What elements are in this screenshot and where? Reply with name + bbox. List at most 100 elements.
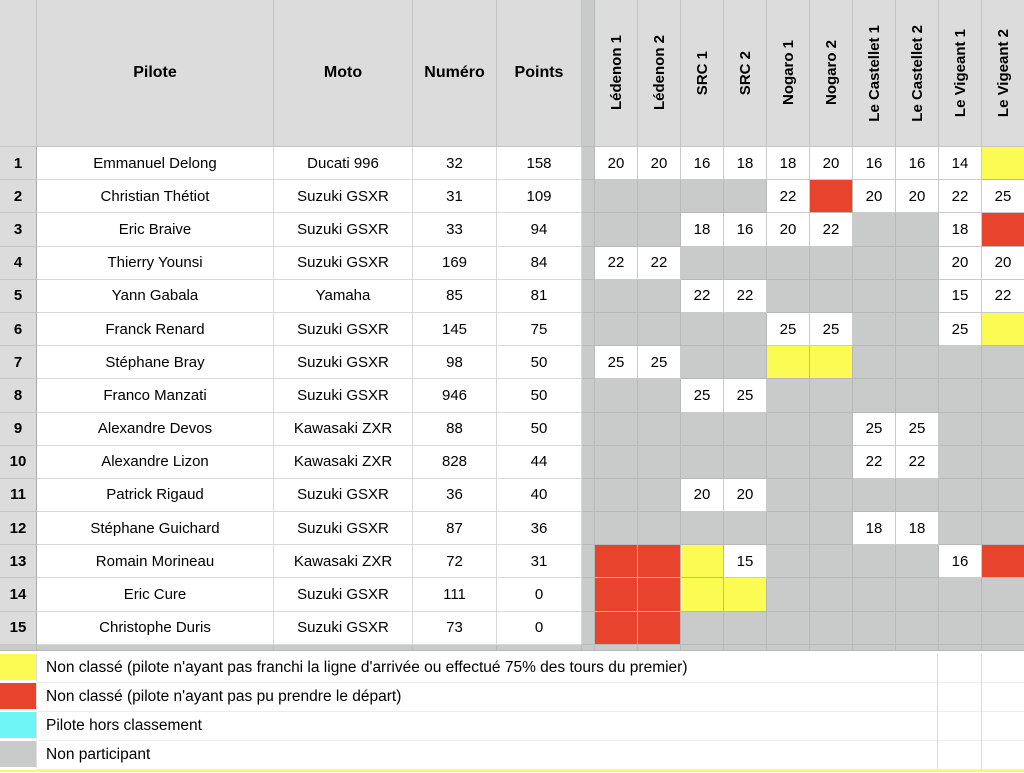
race-result-cell-non-participant[interactable]	[896, 379, 939, 413]
moto-cell[interactable]: Kawasaki ZXR	[274, 545, 413, 579]
points-cell[interactable]: 109	[497, 180, 582, 214]
points-cell[interactable]: 94	[497, 213, 582, 247]
race-column-header-1[interactable]: Lédenon 1	[595, 0, 638, 147]
points-cell[interactable]: 0	[497, 611, 582, 645]
moto-cell[interactable]: Suzuki GSXR	[274, 578, 413, 612]
points-cell[interactable]: 50	[497, 346, 582, 380]
rank-cell[interactable]: 14	[0, 578, 37, 612]
race-result-cell-non-participant[interactable]	[810, 578, 853, 612]
pilote-cell[interactable]: Emmanuel Delong	[37, 147, 274, 181]
race-result-cell-dns[interactable]	[638, 578, 681, 612]
race-result-cell-dns[interactable]	[638, 611, 681, 645]
legend-swatch-hors-classement[interactable]	[0, 711, 37, 741]
race-result-cell-non-participant[interactable]	[681, 180, 724, 214]
race-result-cell-non-participant[interactable]	[982, 512, 1024, 546]
numero-cell[interactable]: 85	[413, 279, 497, 313]
race-result-cell-non-participant[interactable]	[724, 412, 767, 446]
race-result-cell-non-participant[interactable]	[853, 312, 896, 347]
race-result-cell[interactable]: 22	[810, 213, 853, 247]
legend-label-non-participant[interactable]: Non participant	[37, 740, 938, 770]
race-result-cell-non-participant[interactable]	[810, 412, 853, 446]
race-result-cell[interactable]: 20	[767, 213, 810, 247]
race-result-cell-non-participant[interactable]	[896, 478, 939, 513]
race-result-cell-non-participant[interactable]	[638, 379, 681, 413]
race-result-cell-non-participant[interactable]	[595, 180, 638, 214]
pilote-cell[interactable]: Yann Gabala	[37, 279, 274, 313]
race-result-cell[interactable]: 18	[939, 213, 982, 247]
rank-cell[interactable]: 12	[0, 512, 37, 546]
race-result-cell-non-participant[interactable]	[853, 246, 896, 280]
race-result-cell[interactable]: 22	[939, 180, 982, 214]
race-result-cell[interactable]: 22	[681, 279, 724, 313]
race-column-header-4[interactable]: SRC 2	[724, 0, 767, 147]
race-result-cell-non-participant[interactable]	[810, 246, 853, 280]
race-result-cell-non-participant[interactable]	[767, 445, 810, 479]
points-cell[interactable]: 50	[497, 379, 582, 413]
race-result-cell-dnf[interactable]	[810, 346, 853, 380]
race-result-cell-non-participant[interactable]	[982, 412, 1024, 446]
race-result-cell[interactable]: 16	[724, 213, 767, 247]
race-result-cell-non-participant[interactable]	[638, 478, 681, 513]
numero-cell[interactable]: 31	[413, 180, 497, 214]
race-result-cell[interactable]: 18	[853, 512, 896, 546]
race-result-cell-non-participant[interactable]	[982, 478, 1024, 513]
rank-cell[interactable]: 4	[0, 246, 37, 280]
race-result-cell[interactable]: 25	[939, 312, 982, 347]
moto-cell[interactable]: Kawasaki ZXR	[274, 445, 413, 479]
pilote-cell[interactable]: Thierry Younsi	[37, 246, 274, 280]
race-result-cell-non-participant[interactable]	[638, 180, 681, 214]
race-result-cell[interactable]: 25	[982, 180, 1024, 214]
race-result-cell-non-participant[interactable]	[939, 346, 982, 380]
rank-cell[interactable]: 10	[0, 445, 37, 479]
race-result-cell-non-participant[interactable]	[595, 379, 638, 413]
rank-cell[interactable]: 11	[0, 478, 37, 513]
race-result-cell-dnf[interactable]	[982, 312, 1024, 347]
race-result-cell-non-participant[interactable]	[767, 512, 810, 546]
race-result-cell-non-participant[interactable]	[982, 611, 1024, 645]
race-result-cell-non-participant[interactable]	[595, 512, 638, 546]
race-result-cell-non-participant[interactable]	[810, 279, 853, 313]
race-result-cell[interactable]: 22	[982, 279, 1024, 313]
points-cell[interactable]: 0	[497, 578, 582, 612]
pilote-cell[interactable]: Patrick Rigaud	[37, 478, 274, 513]
race-result-cell-non-participant[interactable]	[853, 346, 896, 380]
race-result-cell-non-participant[interactable]	[853, 611, 896, 645]
pilote-cell[interactable]: Stéphane Bray	[37, 346, 274, 380]
race-result-cell[interactable]: 22	[595, 246, 638, 280]
race-result-cell[interactable]: 25	[853, 412, 896, 446]
race-column-header-7[interactable]: Le Castellet 1	[853, 0, 896, 147]
race-result-cell-dnf[interactable]	[681, 545, 724, 579]
numero-cell[interactable]: 98	[413, 346, 497, 380]
race-result-cell-non-participant[interactable]	[896, 578, 939, 612]
column-header-numero[interactable]: Numéro	[413, 0, 497, 147]
moto-cell[interactable]: Yamaha	[274, 279, 413, 313]
race-result-cell-dns[interactable]	[595, 611, 638, 645]
points-cell[interactable]: 75	[497, 312, 582, 347]
moto-cell[interactable]: Suzuki GSXR	[274, 478, 413, 513]
race-column-header-10[interactable]: Le Vigeant 2	[982, 0, 1024, 147]
pilote-cell[interactable]: Eric Braive	[37, 213, 274, 247]
legend-empty-cell[interactable]	[938, 653, 982, 683]
race-result-cell-non-participant[interactable]	[896, 312, 939, 347]
race-result-cell-non-participant[interactable]	[681, 246, 724, 280]
race-result-cell-dnf[interactable]	[724, 578, 767, 612]
race-result-cell-non-participant[interactable]	[638, 512, 681, 546]
moto-cell[interactable]: Suzuki GSXR	[274, 346, 413, 380]
race-result-cell[interactable]: 25	[595, 346, 638, 380]
race-result-cell-dns[interactable]	[982, 213, 1024, 247]
race-result-cell-non-participant[interactable]	[595, 213, 638, 247]
race-result-cell-non-participant[interactable]	[595, 445, 638, 479]
numero-cell[interactable]: 36	[413, 478, 497, 513]
legend-empty-cell[interactable]	[982, 682, 1024, 712]
points-cell[interactable]: 84	[497, 246, 582, 280]
race-result-cell-dns[interactable]	[595, 578, 638, 612]
points-cell[interactable]: 40	[497, 478, 582, 513]
race-result-cell-non-participant[interactable]	[638, 312, 681, 347]
race-result-cell-non-participant[interactable]	[681, 611, 724, 645]
race-result-cell-non-participant[interactable]	[896, 545, 939, 579]
race-result-cell[interactable]: 20	[810, 147, 853, 181]
race-result-cell-non-participant[interactable]	[595, 412, 638, 446]
rank-cell[interactable]: 7	[0, 346, 37, 380]
race-result-cell-non-participant[interactable]	[724, 346, 767, 380]
race-result-cell-non-participant[interactable]	[982, 578, 1024, 612]
